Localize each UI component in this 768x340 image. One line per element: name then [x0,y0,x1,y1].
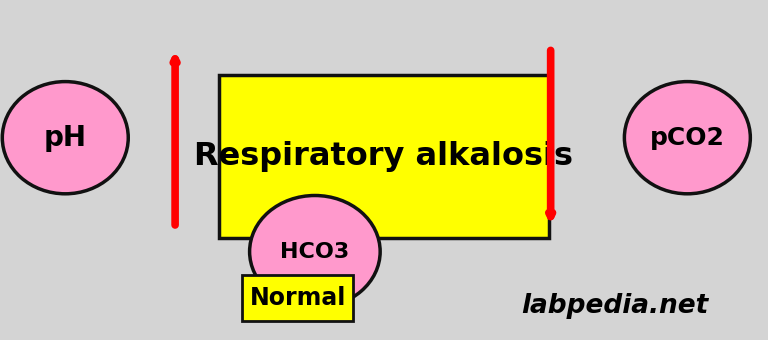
Ellipse shape [2,82,128,194]
Text: HCO3: HCO3 [280,242,349,261]
FancyBboxPatch shape [219,75,549,238]
Text: labpedia.net: labpedia.net [521,293,708,319]
Text: pH: pH [44,124,87,152]
Text: pCO2: pCO2 [650,126,725,150]
Text: Normal: Normal [250,286,346,310]
FancyBboxPatch shape [242,275,353,321]
Text: Respiratory alkalosis: Respiratory alkalosis [194,141,574,172]
Ellipse shape [250,195,380,308]
Ellipse shape [624,82,750,194]
